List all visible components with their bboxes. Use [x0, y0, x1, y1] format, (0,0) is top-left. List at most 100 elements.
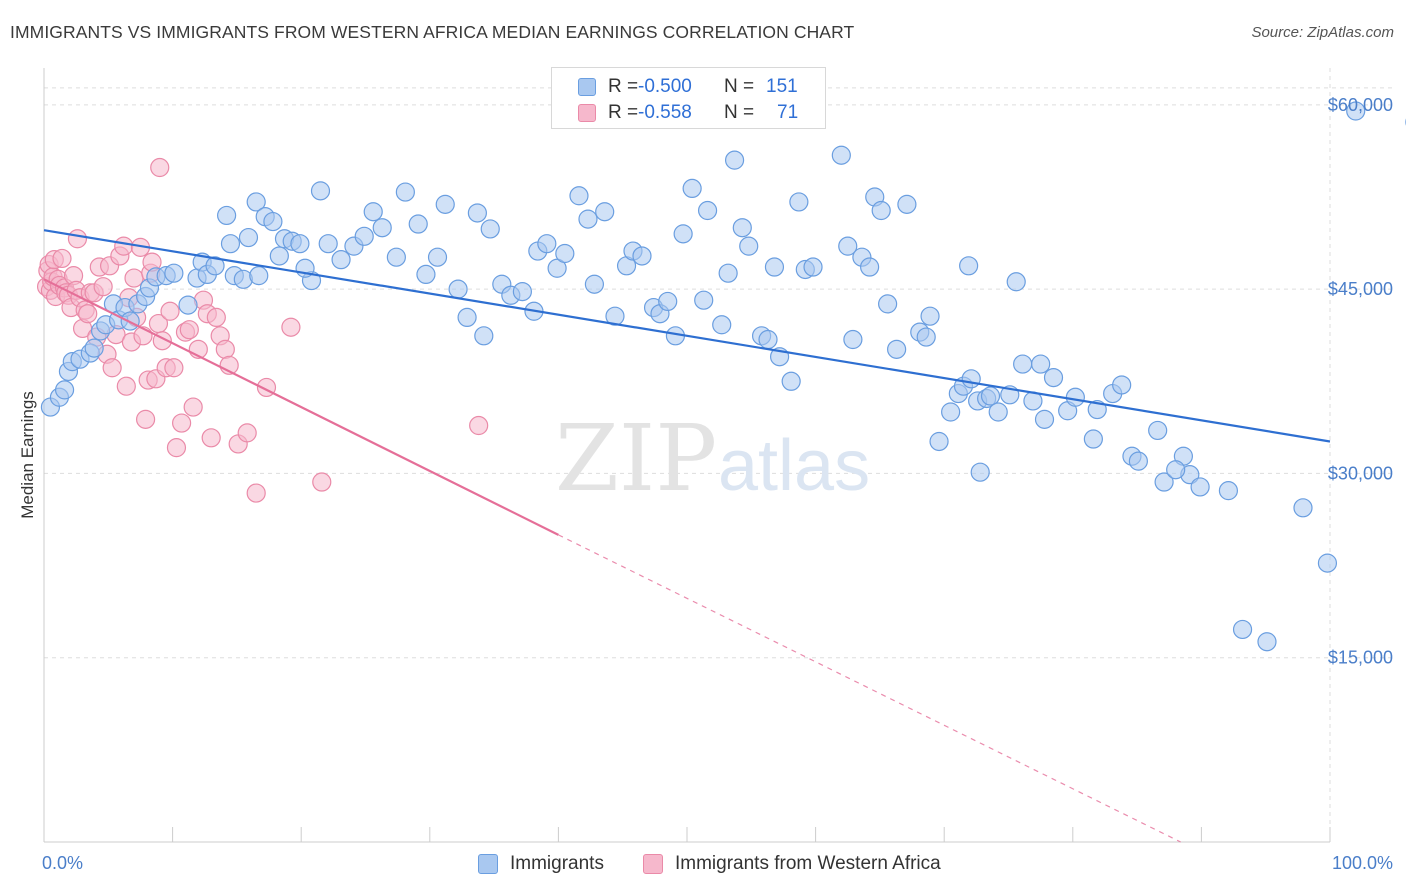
y-tick-label: $60,000	[1328, 95, 1393, 115]
bottom-legend-western-africa: Immigrants from Western Africa	[643, 852, 941, 876]
immigrants-point	[632, 246, 652, 266]
immigrants-point	[1006, 272, 1026, 292]
immigrants-point	[249, 266, 269, 286]
immigrants-point	[1083, 429, 1103, 449]
western-africa-point	[124, 268, 144, 288]
immigrants-point	[988, 402, 1008, 422]
immigrants-point	[838, 236, 858, 256]
y-tick-label: $30,000	[1328, 463, 1393, 483]
immigrants-point	[318, 234, 338, 254]
western-africa-point	[67, 229, 88, 249]
immigrants-point	[1148, 420, 1168, 441]
immigrants-point	[354, 226, 374, 246]
immigrants-point	[694, 290, 714, 310]
legend-row-immigrants: R = -0.500 N = 151	[578, 75, 798, 99]
bottom-legend-label: Immigrants from Western Africa	[675, 853, 941, 874]
immigrants-point	[961, 369, 981, 389]
immigrants-point	[569, 186, 589, 206]
immigrants-point	[178, 295, 198, 315]
immigrants-point	[920, 306, 940, 326]
x-tick-label-max: 100.0%	[1332, 853, 1393, 873]
immigrants-point	[555, 243, 575, 264]
bottom-legend-immigrants: Immigrants	[478, 852, 604, 876]
western-africa-point	[93, 277, 113, 297]
immigrants-point	[331, 250, 351, 270]
immigrants-point	[386, 247, 406, 267]
immigrants-points	[40, 101, 1406, 652]
immigrants-point	[789, 192, 809, 212]
western-africa-trend-extension	[558, 534, 1181, 843]
immigrants-point	[84, 338, 104, 358]
immigrants-point	[831, 145, 851, 165]
immigrants-point	[712, 315, 732, 335]
western-africa-point	[164, 358, 184, 378]
immigrants-point	[1031, 354, 1051, 374]
immigrants-point	[758, 329, 778, 350]
immigrants-point	[916, 327, 936, 347]
legend-r-label: R =	[608, 76, 639, 97]
immigrants-point	[457, 307, 477, 327]
immigrants-point	[416, 264, 436, 284]
immigrants-point	[860, 257, 880, 277]
immigrants-point	[363, 202, 383, 222]
immigrants-point	[1218, 481, 1239, 501]
immigrants-point	[269, 246, 289, 266]
immigrants-point	[887, 339, 907, 359]
western-africa-point	[172, 413, 192, 433]
immigrants-point	[1232, 619, 1253, 640]
western-africa-point	[183, 397, 203, 417]
immigrants-point	[1190, 477, 1210, 497]
bottom-swatch-blue	[478, 854, 498, 874]
western-africa-point	[237, 423, 257, 443]
immigrants-point	[929, 431, 949, 452]
western-africa-point	[150, 157, 170, 178]
legend-n-label: N =	[724, 76, 755, 97]
legend-row-western-africa: R = -0.558 N = 71	[578, 101, 798, 125]
immigrants-point	[164, 263, 184, 283]
immigrants-point	[605, 306, 625, 326]
y-tick-label: $15,000	[1328, 648, 1393, 668]
immigrants-point	[238, 227, 259, 248]
watermark: ZIP atlas	[555, 405, 870, 512]
immigrants-point	[448, 279, 468, 299]
western-africa-point	[116, 376, 136, 396]
immigrants-point	[1346, 101, 1366, 121]
immigrants-point	[803, 257, 823, 277]
western-africa-point	[114, 236, 134, 256]
watermark-zip: ZIP	[555, 405, 717, 512]
immigrants-point	[595, 202, 615, 222]
western-africa-point	[206, 307, 226, 327]
immigrants-point	[205, 256, 225, 276]
immigrants-point	[959, 256, 979, 276]
immigrants-point	[1128, 451, 1148, 471]
immigrants-point	[682, 178, 702, 198]
correlation-legend: R = -0.500 N = 151 R = -0.558 N = 71	[551, 67, 826, 129]
western-africa-point	[166, 438, 187, 458]
western-africa-point	[281, 317, 301, 337]
immigrants-point	[941, 402, 961, 422]
immigrants-point	[1013, 354, 1033, 374]
immigrants-point	[658, 291, 678, 312]
immigrants-point	[739, 236, 759, 256]
immigrants-point	[1257, 632, 1277, 652]
immigrants-point	[1034, 409, 1055, 429]
legend-r-label: R =	[608, 102, 639, 123]
tick-labels: $15,000 $30,000 $45,000 $60,000 0.0% 100.0% Me…	[18, 95, 1393, 873]
immigrants-point	[408, 214, 428, 234]
immigrants-point	[764, 257, 785, 277]
western-africa-point	[52, 248, 72, 269]
y-axis-title: Median Earnings	[18, 391, 37, 519]
immigrants-point	[718, 263, 738, 283]
legend-n-value: 71	[777, 102, 799, 123]
western-africa-point	[312, 472, 332, 492]
immigrants-point	[1317, 553, 1338, 573]
chart-title: IMMIGRANTS VS IMMIGRANTS FROM WESTERN AF…	[10, 22, 855, 42]
immigrants-point	[732, 218, 752, 238]
western-africa-point	[135, 409, 156, 429]
immigrants-point	[54, 380, 75, 400]
immigrants-point	[1293, 498, 1313, 518]
immigrants-trend-line	[43, 229, 1331, 443]
immigrants-point	[395, 182, 415, 202]
immigrants-point	[547, 258, 567, 278]
legend-r-value: -0.500	[638, 76, 692, 97]
